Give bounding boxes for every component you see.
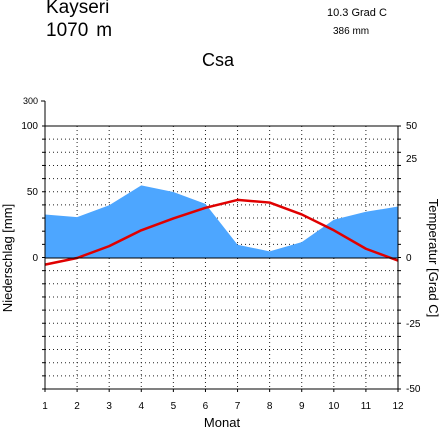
right-tick-label: 50 [406, 121, 418, 132]
right-tick-label: 0 [406, 253, 412, 264]
x-tick-label: 11 [361, 401, 372, 412]
y-axis-label-right: Temperatur [Grad C] [426, 199, 439, 318]
y-axis-label-left: Niederschlag [mm] [0, 204, 15, 312]
left-tick-label: 300 [23, 96, 38, 106]
x-tick-label: 12 [392, 401, 404, 412]
precipitation-series [45, 185, 398, 258]
left-tick-label: 0 [32, 253, 38, 264]
climate-classification: Csa [202, 50, 235, 70]
elevation-value: 1070 [46, 20, 89, 41]
right-tick-label: -50 [406, 384, 421, 395]
elevation-unit: m [96, 20, 113, 41]
x-axis-label: Monat [204, 415, 241, 430]
x-tick-label: 3 [106, 401, 112, 412]
left-tick-label: 50 [27, 187, 39, 198]
x-tick-label: 2 [74, 401, 80, 412]
x-tick-label: 8 [267, 401, 273, 412]
annual-precipitation: 386 mm [333, 26, 370, 37]
chart-frame [41, 100, 401, 392]
station-name: Kayseri [46, 0, 110, 18]
x-tick-label: 10 [328, 401, 340, 412]
temperature-series [44, 198, 399, 266]
x-tick-label: 6 [203, 401, 209, 412]
x-tick-label: 1 [42, 401, 48, 412]
x-tick-label: 4 [138, 401, 144, 412]
annual-mean-temperature: 10.3 Grad C [327, 7, 387, 19]
x-tick-label: 7 [235, 401, 241, 412]
right-tick-label: 25 [406, 154, 418, 165]
temperature-line [44, 198, 399, 266]
precipitation-area [45, 185, 398, 258]
x-tick-label: 9 [299, 401, 305, 412]
right-tick-label: -25 [406, 319, 421, 330]
x-tick-label: 5 [171, 401, 177, 412]
left-tick-label: 100 [21, 121, 38, 132]
elevation-label: 1070 m [46, 20, 112, 42]
